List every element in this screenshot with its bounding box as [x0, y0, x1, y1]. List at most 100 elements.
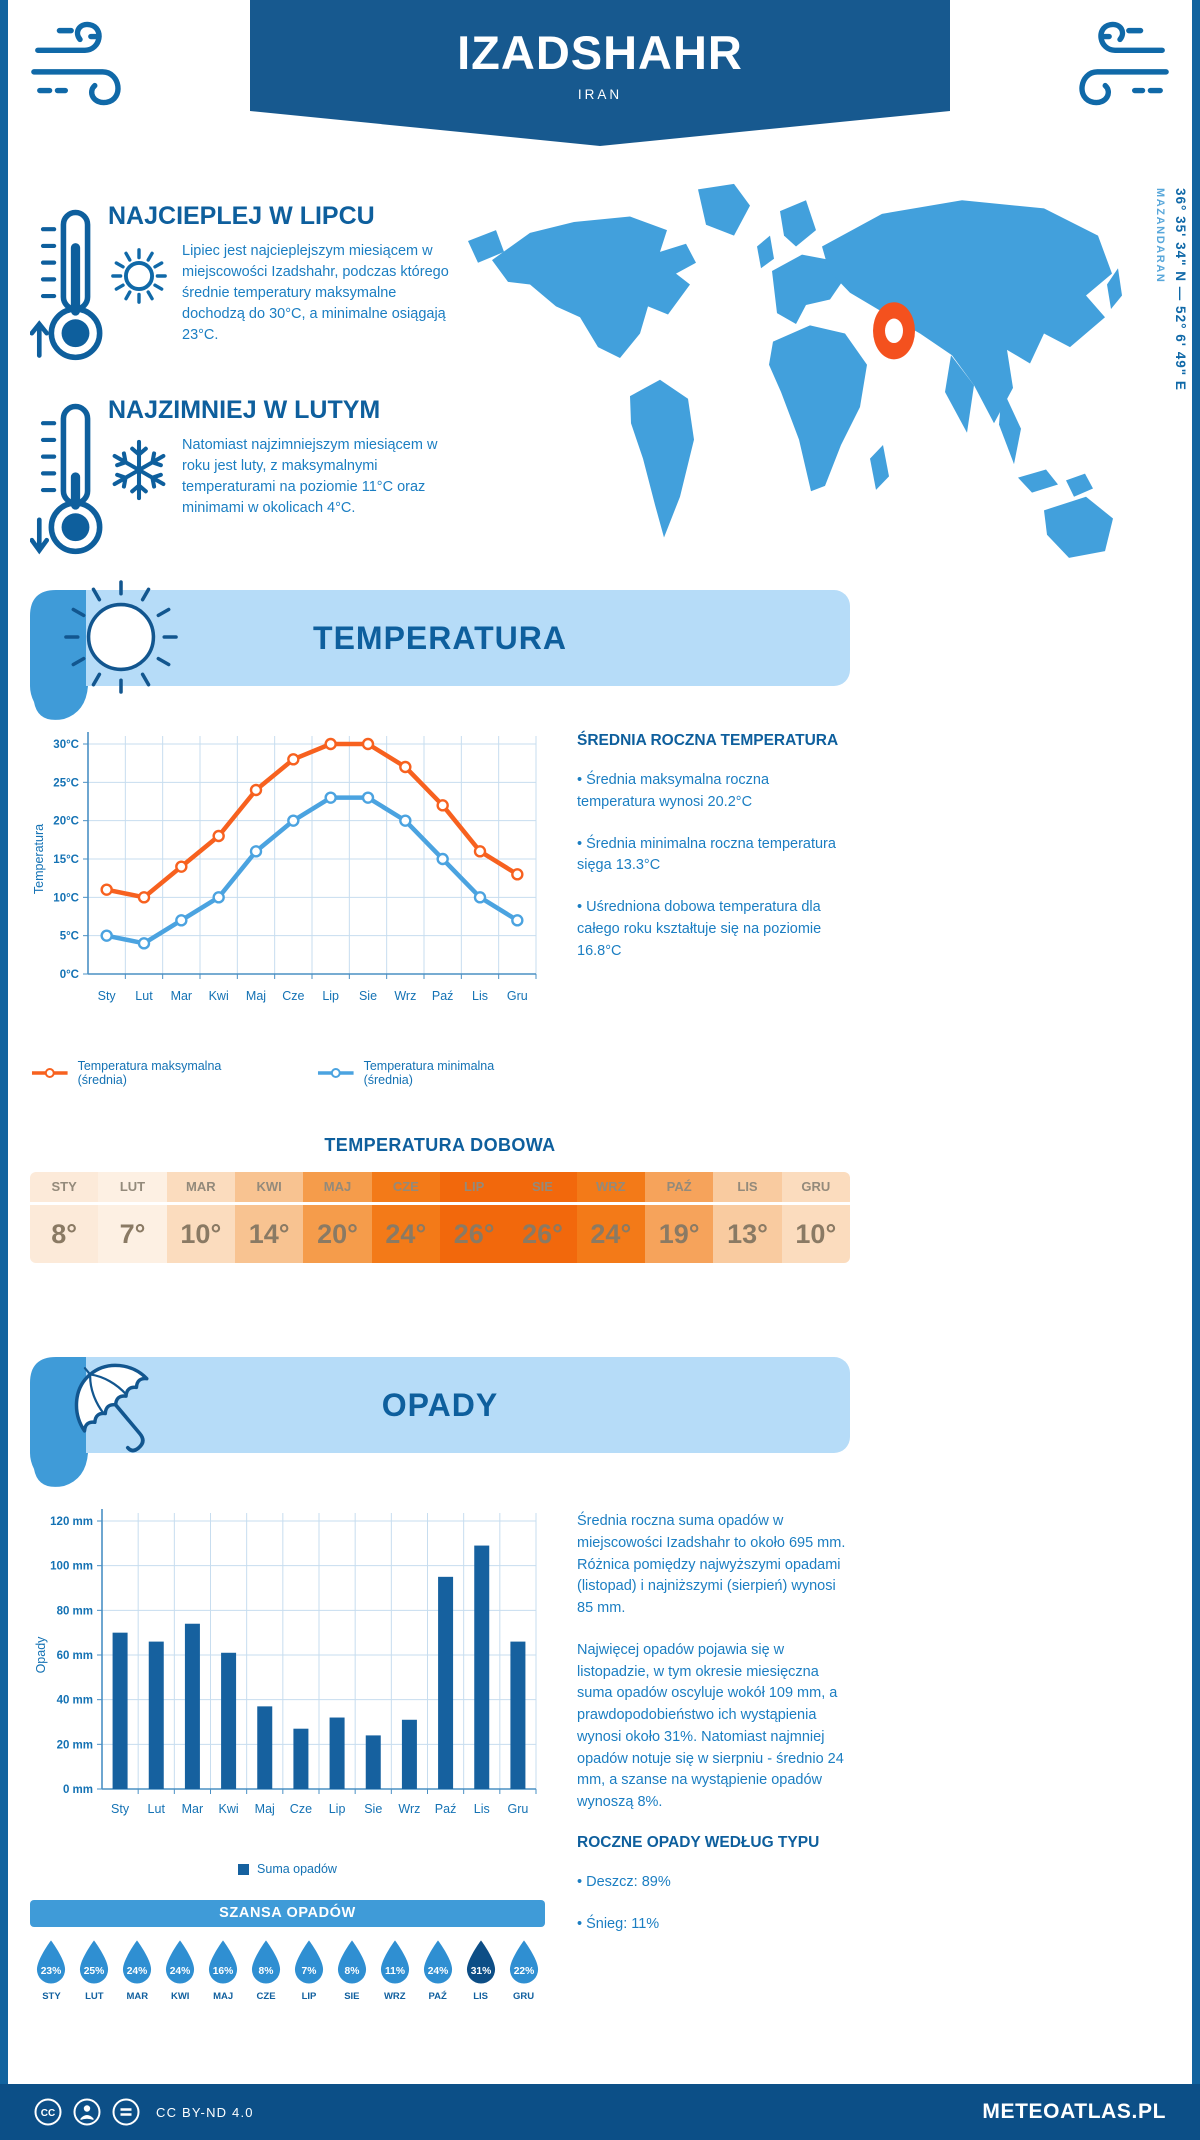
svg-text:22%: 22%	[513, 1966, 534, 1977]
annual-temp-point: • Średnia maksymalna roczna temperatura …	[577, 772, 770, 810]
thermometer-down-icon	[30, 403, 103, 555]
legend-item: Temperatura minimalna (średnia)	[316, 1059, 545, 1087]
droplet-month-label: LIP	[301, 1991, 317, 2002]
annual-temp-point: • Uśredniona dobowa temperatura dla całe…	[577, 899, 822, 959]
wind-icon	[31, 21, 121, 106]
daily-table-month: MAJ	[303, 1172, 372, 1202]
daily-table-month: CZE	[371, 1172, 440, 1202]
svg-text:5°C: 5°C	[60, 931, 79, 943]
no-derivatives-icon	[112, 2098, 140, 2126]
page-left-border	[0, 0, 8, 2140]
svg-text:Temperatura: Temperatura	[32, 824, 46, 894]
temperature-line-chart: 0°C 5°C 10°C 15°C 20°C 25°C 30°C Sty Lut Mar Kwi Ma…	[30, 728, 545, 1047]
droplet-month-label: PAŹ	[428, 1991, 447, 2002]
precip-chance-droplet: 31% LIS	[459, 1939, 502, 2002]
sun-icon	[64, 580, 178, 694]
droplet-month-label: WRZ	[383, 1991, 406, 2002]
droplet-month-label: GRU	[512, 1991, 535, 2002]
svg-text:Kwi: Kwi	[209, 989, 229, 1003]
umbrella-icon	[74, 1363, 149, 1453]
title-banner: IZADSHAHR IRAN	[250, 0, 950, 146]
svg-text:15°C: 15°C	[53, 854, 79, 866]
precipitation-type: • Śnieg: 11%	[577, 1915, 660, 1932]
droplet-month-label: STY	[42, 1991, 61, 2002]
svg-text:Sie: Sie	[364, 1802, 382, 1816]
precipitation-paragraph: Najwięcej opadów pojawia się w listopadz…	[577, 1641, 844, 1810]
thermometer-up-icon	[30, 209, 103, 361]
droplet-month-label: MAJ	[213, 1991, 234, 2002]
droplet-month-label: LUT	[85, 1991, 104, 2002]
coldest-title: NAJZIMNIEJ W LUTYM	[108, 396, 381, 424]
droplet-month-label: MAR	[126, 1991, 149, 2002]
precipitation-type: • Deszcz: 89%	[577, 1873, 671, 1890]
warmest-month-fact: NAJCIEPLEJ W LIPCU Lipiec jest najcieple…	[30, 200, 485, 368]
droplet-month-label: LIS	[473, 1991, 488, 2002]
cc-icon: CC	[34, 2098, 62, 2126]
svg-text:0°C: 0°C	[60, 969, 79, 981]
legend-item: Suma opadów	[238, 1862, 337, 1876]
header: IZADSHAHR IRAN	[0, 0, 1200, 150]
daily-table-value: 20°	[303, 1205, 372, 1263]
page-right-border	[1192, 0, 1200, 2140]
svg-text:Lis: Lis	[474, 1802, 490, 1816]
svg-text:Opady: Opady	[34, 1636, 48, 1674]
svg-text:Gru: Gru	[507, 989, 528, 1003]
svg-text:24%: 24%	[127, 1966, 148, 1977]
band-background	[86, 590, 850, 686]
svg-text:Paź: Paź	[435, 1802, 457, 1816]
annual-temperature-stats: ŚREDNIA ROCZNA TEMPERATURA • Średnia mak…	[577, 728, 850, 1087]
svg-text:23%: 23%	[41, 1966, 62, 1977]
daily-table-value: 13°	[713, 1205, 782, 1263]
daily-table-value: 24°	[371, 1205, 440, 1263]
climate-facts: NAJCIEPLEJ W LIPCU Lipiec jest najcieple…	[30, 200, 485, 588]
cc-license-icons: CC	[34, 2098, 140, 2126]
precip-chance-droplet: 8% SIE	[330, 1939, 373, 2002]
precipitation-type-title: ROCZNE OPADY WEDŁUG TYPU	[577, 1833, 820, 1851]
precip-chance-droplet: 22% GRU	[502, 1939, 545, 2002]
svg-text:CC: CC	[41, 2108, 55, 2119]
svg-text:Cze: Cze	[290, 1802, 312, 1816]
daily-table-value: 10°	[781, 1205, 850, 1263]
daily-table-month: GRU	[781, 1172, 850, 1202]
warmest-title: NAJCIEPLEJ W LIPCU	[108, 202, 375, 230]
precipitation-content: 0 mm 20 mm 40 mm 60 mm 80 mm 100 mm 120 mm Sty L…	[30, 1507, 850, 2002]
coordinates-block: 36° 35' 34" N — 52° 6' 49" E MAZANDARAN	[1154, 188, 1188, 391]
svg-text:40 mm: 40 mm	[57, 1695, 93, 1707]
svg-text:Lip: Lip	[322, 989, 339, 1003]
wind-icon	[1079, 21, 1169, 106]
precipitation-bar-chart: 0 mm 20 mm 40 mm 60 mm 80 mm 100 mm 120 mm Sty L…	[30, 1507, 545, 1850]
svg-text:0 mm: 0 mm	[63, 1784, 93, 1796]
svg-text:Mar: Mar	[171, 989, 193, 1003]
daily-table-value: 7°	[98, 1205, 167, 1263]
precip-chance-droplet: 11% WRZ	[373, 1939, 416, 2002]
svg-text:10°C: 10°C	[53, 892, 79, 904]
daily-table-value: 26°	[440, 1205, 509, 1263]
svg-text:20°C: 20°C	[53, 816, 79, 828]
daily-table-month: KWI	[235, 1172, 304, 1202]
svg-text:Maj: Maj	[246, 989, 266, 1003]
svg-text:8%: 8%	[259, 1966, 274, 1977]
precipitation-paragraph: Średnia roczna suma opadów w miejscowośc…	[577, 1513, 846, 1616]
svg-text:20 mm: 20 mm	[57, 1739, 93, 1751]
svg-text:120 mm: 120 mm	[50, 1516, 93, 1528]
svg-text:Lis: Lis	[472, 989, 488, 1003]
svg-text:Gru: Gru	[507, 1802, 528, 1816]
svg-text:31%: 31%	[470, 1966, 491, 1977]
warmest-text: Lipiec jest najcieplejszym miesiącem w m…	[182, 243, 449, 343]
coldest-text: Natomiast najzimniejszym miesiącem w rok…	[182, 437, 438, 516]
precipitation-chance-block: SZANSA OPADÓW 23% STY 25% LUT 24% MAR 24% KWI 16…	[30, 1900, 545, 2002]
annual-temp-point: • Średnia minimalna roczna temperatura s…	[577, 835, 836, 874]
svg-text:8%: 8%	[344, 1966, 359, 1977]
country-label: IRAN	[577, 87, 623, 102]
svg-text:24%: 24%	[170, 1966, 191, 1977]
temperature-chart-legend: Temperatura maksymalna (średnia) Temperat…	[30, 1059, 545, 1087]
daily-table-month: LUT	[98, 1172, 167, 1202]
precip-chance-droplet: 16% MAJ	[202, 1939, 245, 2002]
site-name: METEOATLAS.PL	[982, 2100, 1166, 2123]
precipitation-chance-droplets: 23% STY 25% LUT 24% MAR 24% KWI 16% MAJ 8% CZE 7% LIP…	[30, 1939, 545, 2002]
daily-table-value: 26°	[508, 1205, 577, 1263]
daily-table-month: MAR	[166, 1172, 235, 1202]
sun-icon	[111, 248, 167, 304]
svg-text:Lut: Lut	[148, 1802, 166, 1816]
